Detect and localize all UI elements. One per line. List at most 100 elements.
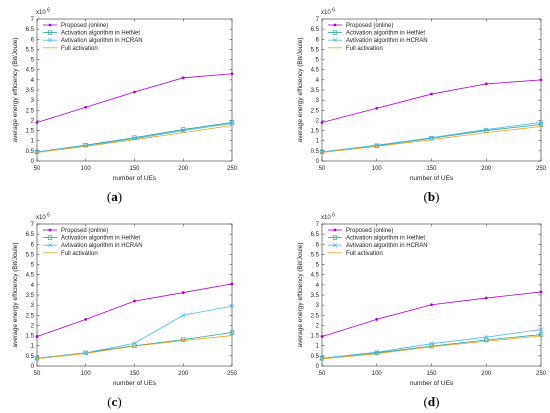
data-point [230,282,234,286]
y-tick-label: 5 [316,58,320,64]
y-multiplier: x10 6 [321,8,335,17]
legend: Proposed (online) Activation algorithm in… [328,23,428,52]
y-tick-label: 3 [316,303,320,309]
series-2 [34,304,235,361]
y-tick-label: 1 [31,344,35,350]
data-point [83,350,88,355]
x-tick-label: 50 [34,371,41,377]
y-tick-label: 1.5 [311,129,320,135]
y-tick-label: 4.5 [26,273,35,279]
data-point [429,135,434,140]
data-point [319,356,325,361]
y-tick-label: 0.5 [311,354,320,360]
y-tick-label: 6 [316,37,320,43]
data-point [429,341,434,346]
legend-marker [47,235,53,240]
series-0 [35,282,234,338]
y-tick-label: 6.5 [26,27,35,33]
y-tick-label: 2 [316,323,320,329]
data-point [34,149,40,154]
data-point [539,290,543,294]
x-tick-label: 150 [129,371,140,377]
legend: Proposed (online) Activation algorithm in… [328,228,428,257]
y-tick-label: 7 [31,17,35,23]
y-axis-label: average energy efficiency (Bit/Joule) [12,242,19,347]
series-2 [34,121,235,154]
y-tick-label: 2.5 [26,313,35,319]
y-tick-label: 3.5 [26,88,35,94]
chart-panel-d: 0 0.5 1 1.5 2 2.5 3 3.5 4 4.5 5 5.5 6 6.5 7 50 100 150 200… [297,213,547,410]
data-point [181,128,186,133]
panel-label: (c) [107,394,121,409]
y-tick-label: 4 [31,78,35,84]
legend-entry: Avtivation algorithm in HCRAN [61,243,143,249]
data-point [133,90,136,94]
data-point [319,149,325,154]
x-tick-label: 200 [178,371,189,377]
y-tick-label: 6 [31,242,35,248]
y-tick-label: 0.5 [26,149,35,155]
series-2 [319,120,544,154]
legend-marker [333,23,337,27]
y-tick-label: 2.5 [311,313,320,319]
chart-panel-c: 0 0.5 1 1.5 2 2.5 3 3.5 4 4.5 5 5.5 6 6.5 7 50 100 150 200… [12,213,238,410]
x-tick-label: 50 [319,166,326,172]
series-3 [321,126,542,153]
y-axis-label: average energy efficiency (Bit/Joule) [12,37,19,142]
data-point [181,76,185,80]
x-tick-label: 200 [481,166,492,172]
data-point [229,120,235,125]
data-point [484,82,488,86]
x-tick-label: 150 [426,371,437,377]
x-tick-label: 100 [372,166,383,172]
data-point [484,337,489,343]
y-tick-label: 0 [31,364,35,370]
y-tick-label: 0 [316,159,320,165]
data-point [230,72,234,76]
x-tick-label: 150 [129,166,140,172]
data-point [35,121,39,124]
y-tick-label: 3.5 [26,293,35,299]
legend-marker [333,228,337,232]
legend-marker [47,30,53,35]
legend-entry: Proposed (online) [346,228,393,234]
data-point [375,106,379,110]
y-tick-label: 0.5 [26,354,35,360]
legend-marker [332,38,338,43]
y-tick-label: 1.5 [26,334,35,340]
data-point [429,343,434,349]
series-line [321,334,542,359]
y-tick-label: 4.5 [26,68,35,74]
data-point [181,291,185,294]
legend-entry: Full activation [346,251,383,257]
legend-entry: Avtivation algorithm in HCRAN [61,38,143,44]
y-tick-label: 7 [316,17,320,23]
x-axis-label: number of UEs [410,380,454,387]
data-point [320,335,324,338]
y-tick-label: 4 [31,283,35,289]
y-tick-label: 1.5 [311,334,320,340]
y-tick-label: 2 [31,323,35,329]
y-tick-label: 6 [316,242,320,248]
x-tick-label: 150 [426,166,437,172]
y-tick-label: 5.5 [311,252,320,258]
x-tick-label: 250 [536,371,547,377]
legend-entry: Proposed (online) [346,23,393,29]
y-tick-label: 2.5 [26,108,35,114]
legend-marker [48,23,52,27]
panel-label: (a) [107,189,122,204]
y-tick-label: 5 [316,263,320,269]
y-tick-label: 6.5 [26,232,35,238]
series-line [321,335,542,360]
data-point [539,78,543,82]
y-tick-label: 1.5 [26,129,35,135]
legend-entry: Full activation [61,251,98,257]
data-point [229,121,235,126]
data-point [84,317,88,321]
legend-marker [48,228,52,232]
x-tick-label: 100 [81,166,92,172]
legend: Proposed (online) Activation algorithm in… [43,228,143,257]
legend-marker [47,38,53,43]
y-axis-label: average energy efficiency (Bit/Joule) [297,242,304,347]
y-tick-label: 0 [31,159,35,165]
